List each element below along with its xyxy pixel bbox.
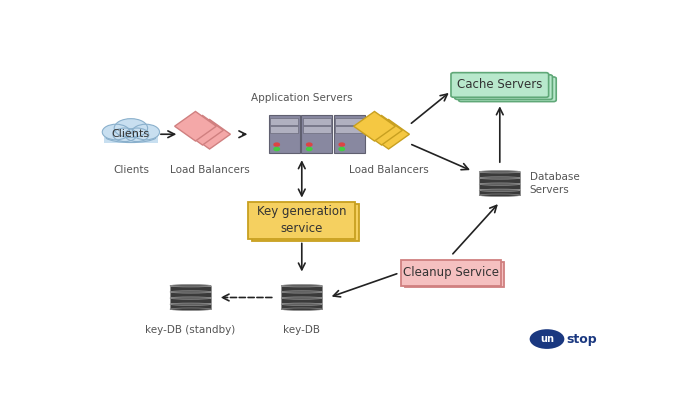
FancyBboxPatch shape [451,73,549,97]
Circle shape [307,143,312,146]
FancyBboxPatch shape [401,260,500,286]
Circle shape [274,148,279,150]
FancyBboxPatch shape [303,118,330,124]
Circle shape [132,124,160,140]
FancyBboxPatch shape [334,116,365,153]
FancyBboxPatch shape [252,204,359,240]
Ellipse shape [170,291,211,293]
Circle shape [307,148,312,150]
Text: Clients: Clients [113,165,149,175]
Text: stop: stop [566,332,597,346]
Ellipse shape [480,189,520,192]
Bar [281,286,323,291]
FancyBboxPatch shape [301,116,332,153]
Circle shape [339,143,344,146]
Text: Cleanup Service: Cleanup Service [403,266,499,279]
Bar [480,178,520,183]
Circle shape [125,128,149,142]
Ellipse shape [170,284,211,287]
Bar [480,184,520,189]
Circle shape [113,128,137,142]
FancyBboxPatch shape [335,126,363,133]
Bar [480,190,520,195]
Polygon shape [360,116,402,145]
Text: key-DB (standby): key-DB (standby) [146,325,236,335]
Ellipse shape [281,297,323,299]
Bar [281,304,323,309]
Ellipse shape [281,303,323,306]
Polygon shape [182,116,223,145]
Ellipse shape [170,303,211,306]
Circle shape [102,124,130,140]
Bar [170,304,211,309]
FancyBboxPatch shape [269,116,300,153]
Text: Load Balancers: Load Balancers [349,165,428,175]
Ellipse shape [281,291,323,293]
Text: key-DB: key-DB [284,325,321,335]
Polygon shape [189,120,230,149]
Polygon shape [368,120,409,149]
FancyBboxPatch shape [458,77,556,102]
Circle shape [530,329,564,349]
FancyBboxPatch shape [455,75,552,100]
Ellipse shape [480,194,520,196]
FancyBboxPatch shape [405,262,505,288]
Bar [480,172,520,177]
Text: un: un [540,334,554,344]
Circle shape [114,119,148,138]
Polygon shape [174,112,216,141]
Bar [104,133,158,142]
Ellipse shape [480,177,520,179]
FancyBboxPatch shape [270,126,298,133]
Text: Database
Servers: Database Servers [530,172,580,195]
Text: Clients: Clients [112,129,150,139]
Circle shape [339,148,344,150]
FancyBboxPatch shape [270,118,298,124]
Ellipse shape [480,170,520,173]
Ellipse shape [170,308,211,310]
Text: Key generation
service: Key generation service [257,206,346,236]
Ellipse shape [281,308,323,310]
Bar [281,298,323,303]
Ellipse shape [480,183,520,185]
Circle shape [274,143,279,146]
Bar [170,286,211,291]
Bar [170,292,211,297]
Ellipse shape [170,297,211,299]
Text: Application Servers: Application Servers [251,94,353,104]
Text: Load Balancers: Load Balancers [169,165,249,175]
FancyBboxPatch shape [248,202,356,239]
FancyBboxPatch shape [335,118,363,124]
FancyBboxPatch shape [303,126,330,133]
Polygon shape [354,112,395,141]
Bar [170,298,211,303]
Bar [281,292,323,297]
Ellipse shape [281,284,323,287]
Text: Cache Servers: Cache Servers [457,78,542,92]
